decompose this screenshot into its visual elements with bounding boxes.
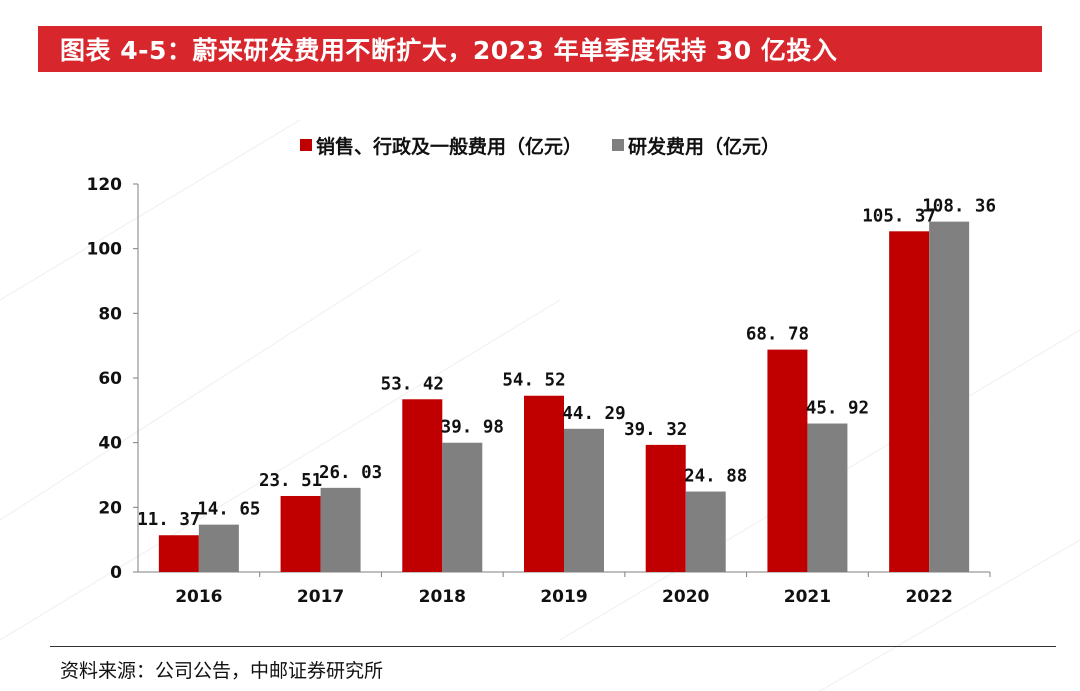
y-tick-label: 120 bbox=[87, 175, 123, 195]
data-label-rnd-2022: 108. 36 bbox=[922, 197, 996, 217]
data-label-sga-2022: 105. 37 bbox=[862, 206, 936, 226]
bar-rnd-2019 bbox=[564, 428, 604, 572]
bar-rnd-2022 bbox=[929, 221, 970, 573]
source-note: 资料来源：公司公告，中邮证券研究所 bbox=[60, 660, 384, 682]
bar-sga-2016 bbox=[158, 535, 199, 572]
x-tick-label-2021: 2021 bbox=[784, 587, 831, 607]
data-label-sga-2016: 11. 37 bbox=[137, 510, 200, 530]
bar-rnd-2017 bbox=[320, 487, 361, 572]
data-label-sga-2017: 23. 51 bbox=[259, 471, 322, 491]
x-tick-label-2020: 2020 bbox=[662, 587, 709, 607]
legend-label-red: 销售、行政及一般费用（亿元） bbox=[315, 135, 582, 158]
data-label-sga-2021: 68. 78 bbox=[746, 325, 809, 345]
x-tick-label-2019: 2019 bbox=[540, 587, 587, 607]
legend-swatch-red bbox=[299, 139, 312, 151]
bar-rnd-2021 bbox=[807, 423, 848, 572]
y-tick-label: 100 bbox=[87, 240, 123, 260]
bar-sga-2021 bbox=[767, 349, 808, 572]
bar-rnd-2020 bbox=[685, 491, 726, 572]
chart-title: 图表 4-5：蔚来研发费用不断扩大，2023 年单季度保持 30 亿投入 bbox=[60, 36, 838, 65]
legend-label-gray: 研发费用（亿元） bbox=[628, 135, 781, 158]
data-label-rnd-2020: 24. 88 bbox=[684, 467, 747, 487]
y-tick-label: 40 bbox=[98, 434, 122, 454]
y-tick-label: 20 bbox=[98, 498, 122, 518]
bar-sga-2019 bbox=[524, 395, 564, 572]
bar-sga-2017 bbox=[280, 495, 321, 572]
x-tick-label-2018: 2018 bbox=[419, 587, 466, 607]
data-label-sga-2019: 54. 52 bbox=[502, 371, 565, 391]
data-label-sga-2020: 39. 32 bbox=[624, 420, 687, 440]
data-label-rnd-2021: 45. 92 bbox=[806, 399, 869, 419]
legend: 销售、行政及一般费用（亿元） 研发费用（亿元） bbox=[0, 131, 1080, 159]
data-label-sga-2018: 53. 42 bbox=[381, 374, 444, 394]
y-tick-label: 0 bbox=[110, 563, 122, 583]
y-tick-label: 80 bbox=[98, 304, 122, 324]
data-label-rnd-2018: 39. 98 bbox=[441, 418, 504, 438]
footer-divider bbox=[50, 646, 1056, 647]
legend-swatch-gray bbox=[612, 139, 624, 151]
x-tick-label-2017: 2017 bbox=[297, 587, 344, 607]
chart-title-bar: 图表 4-5：蔚来研发费用不断扩大，2023 年单季度保持 30 亿投入 bbox=[38, 26, 1042, 72]
y-tick-label: 60 bbox=[98, 369, 122, 389]
legend-item-red: 销售、行政及一般费用（亿元） bbox=[299, 132, 582, 159]
x-tick-label-2016: 2016 bbox=[175, 587, 222, 607]
x-tick-label-2022: 2022 bbox=[905, 587, 952, 607]
bar-rnd-2016 bbox=[198, 524, 239, 572]
bar-sga-2020 bbox=[645, 444, 686, 572]
data-label-rnd-2017: 26. 03 bbox=[319, 463, 382, 483]
bar-sga-2018 bbox=[402, 399, 443, 572]
legend-item-gray: 研发费用（亿元） bbox=[612, 132, 780, 159]
data-label-rnd-2019: 44. 29 bbox=[562, 404, 625, 424]
bar-rnd-2018 bbox=[442, 442, 483, 572]
data-label-rnd-2016: 14. 65 bbox=[197, 500, 260, 520]
bar-sga-2022 bbox=[889, 231, 930, 573]
